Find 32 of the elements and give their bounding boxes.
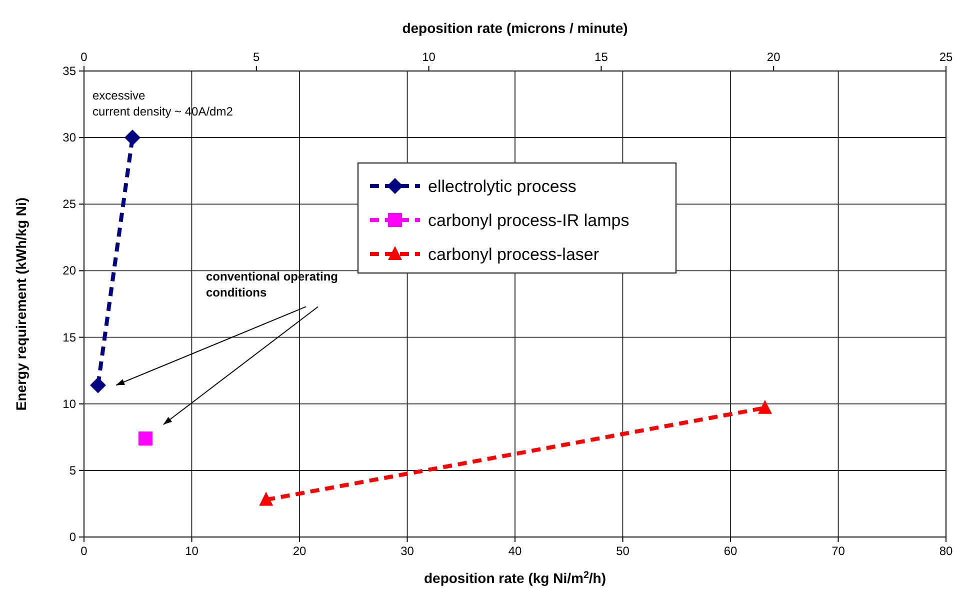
y-tick-label: 5: [69, 463, 76, 478]
x2-axis-title: deposition rate (microns / minute): [402, 20, 628, 36]
y-axis-title: Energy requirement (kWh/kg Ni): [13, 197, 29, 411]
x-tick-label: 10: [185, 544, 199, 558]
legend-label: ellectrolytic process: [428, 177, 576, 196]
x-tick-label: 30: [400, 544, 414, 558]
point: [124, 130, 140, 146]
x2-tick-label: 20: [766, 50, 781, 64]
legend-label: carbonyl process-laser: [428, 245, 600, 264]
y-tick-label: 0: [69, 530, 76, 544]
y-tick-label: 30: [62, 130, 76, 145]
x-tick-label: 60: [724, 544, 738, 558]
point: [138, 431, 152, 446]
x-axis-title: deposition rate (kg Ni/m$^{2}$/h): [424, 570, 606, 586]
x-tick-label: 20: [292, 544, 306, 558]
x-tick-label: 50: [616, 544, 630, 558]
y-tick-label: 10: [62, 396, 76, 411]
y-tick-label: 35: [62, 64, 76, 78]
x2-tick-label: 0: [80, 50, 88, 64]
x2-tick-label: 5: [253, 50, 260, 64]
x-tick-label: 80: [939, 544, 953, 558]
x2-tick-label: 10: [422, 50, 436, 64]
y-tick-label: 15: [62, 330, 76, 344]
x2-tick-label: 15: [594, 50, 608, 64]
x2-tick-label: 25: [939, 50, 953, 64]
x-tick-label: 40: [508, 544, 522, 558]
point: [90, 377, 106, 394]
y-tick-label: 25: [62, 197, 76, 212]
x-tick-label: 0: [80, 544, 88, 558]
y-tick-label: 20: [62, 264, 76, 278]
x-tick-label: 70: [832, 544, 846, 558]
legend-label: carbonyl process-IR lamps: [428, 211, 630, 230]
